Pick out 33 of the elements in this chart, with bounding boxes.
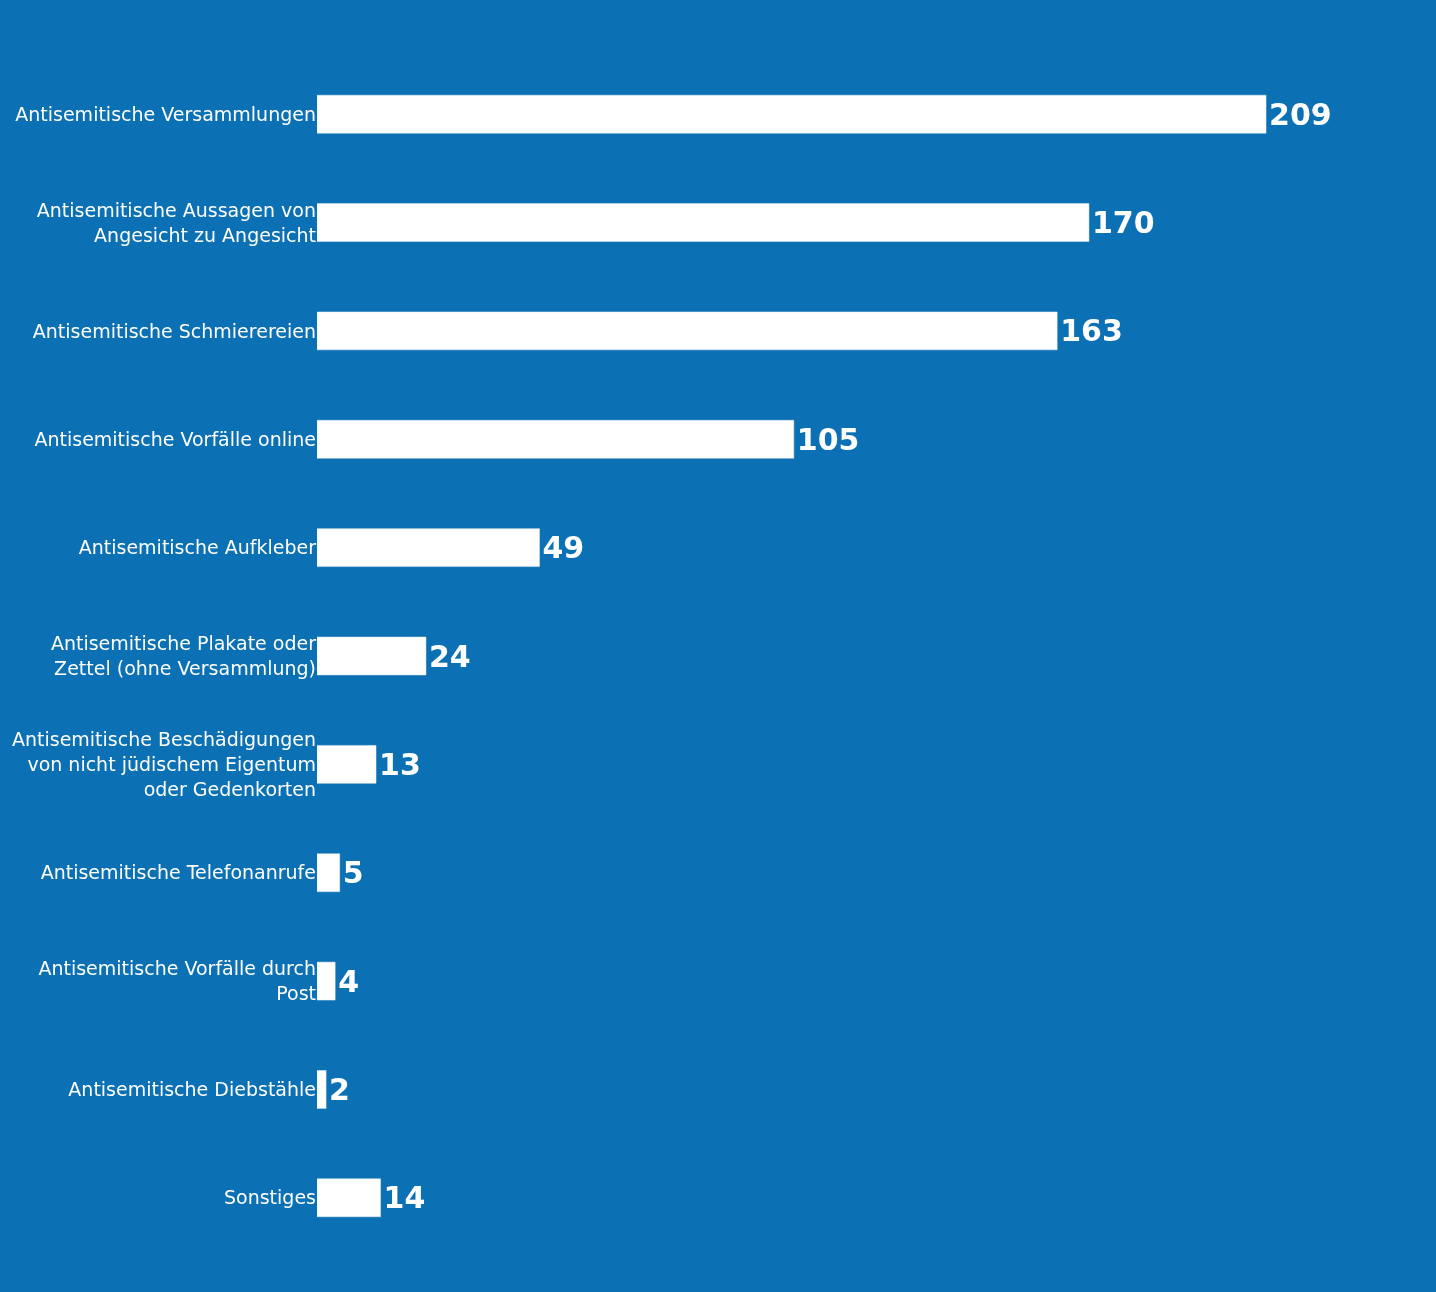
- y-tick-label: Antisemitische Telefonanrufe: [40, 861, 316, 884]
- bar: [317, 203, 1090, 242]
- data-label: 13: [379, 746, 421, 782]
- bar: [317, 1070, 327, 1109]
- data-label: 2: [329, 1071, 350, 1107]
- y-tick-label: Antisemitische Beschädigungen von nicht jüdischem Eigentum oder Gedenkorten: [11, 728, 316, 800]
- y-tick-label: Antisemitische Diebstähle: [68, 1078, 316, 1101]
- data-label: 49: [542, 530, 585, 566]
- y-tick-label: Antisemitische Vorfälle durch Post: [38, 957, 316, 1005]
- bar: [317, 636, 427, 676]
- y-tick-label: Antisemitische Aufkleber: [78, 536, 317, 559]
- y-tick-label: Sonstiges: [223, 1186, 316, 1209]
- y-tick-label: Antisemitische Schmierereien: [32, 319, 316, 342]
- data-label: 24: [428, 638, 471, 674]
- bar: [317, 528, 540, 567]
- bar: [317, 94, 1267, 134]
- data-label: 209: [1269, 96, 1332, 132]
- bar: [317, 420, 795, 459]
- data-label: 4: [338, 963, 360, 999]
- bar: [317, 853, 340, 892]
- bar: [317, 745, 377, 784]
- data-label: 163: [1060, 313, 1123, 349]
- y-tick-label: Antisemitische Plakate oder Zettel (ohne Versammlung): [50, 632, 317, 679]
- data-label: 105: [796, 421, 860, 457]
- bar: [317, 961, 336, 1001]
- y-tick-label: Antisemitische Versammlungen: [15, 102, 316, 125]
- bar: [317, 311, 1058, 351]
- data-label: 170: [1091, 205, 1155, 241]
- data-label: 14: [383, 1180, 426, 1216]
- data-label: 5: [342, 855, 364, 891]
- y-tick-label: Antisemitische Aussagen von Angesicht zu Angesicht: [36, 198, 316, 246]
- y-tick-label: Antisemitische Vorfälle online: [34, 427, 316, 450]
- bar: [317, 1178, 381, 1218]
